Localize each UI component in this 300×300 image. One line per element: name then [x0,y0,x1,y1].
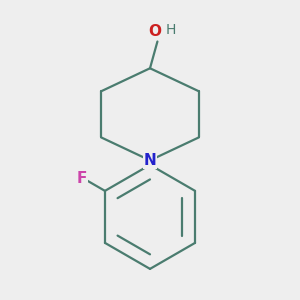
Text: H: H [166,22,176,37]
Text: O: O [148,24,161,39]
Text: N: N [144,153,156,168]
Text: F: F [76,172,87,187]
